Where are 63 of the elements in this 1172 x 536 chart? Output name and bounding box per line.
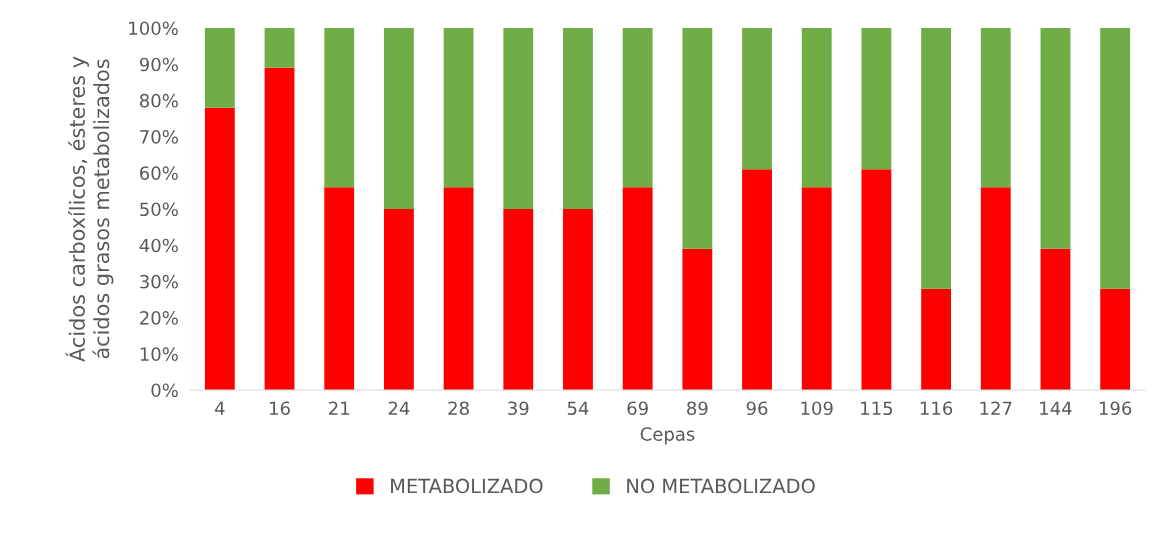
- x-tick-label: 109: [801, 401, 833, 416]
- bar: [622, 28, 653, 188]
- bar: [1040, 248, 1071, 390]
- legend-label: NO METABOLIZADO: [627, 478, 815, 494]
- y-tick-label: 10%: [140, 347, 178, 361]
- bar: [264, 28, 295, 68]
- x-tick-label: 144: [1040, 401, 1072, 415]
- y-tick-label: 20%: [140, 311, 178, 325]
- x-tick-label: 21: [329, 401, 350, 415]
- bar: [801, 187, 832, 390]
- bar: [742, 28, 772, 170]
- bar: [622, 187, 653, 390]
- bar: [503, 209, 534, 390]
- bar: [861, 169, 892, 390]
- bar: [1100, 288, 1131, 390]
- y-tick-label: 50%: [140, 202, 178, 217]
- bar: [980, 28, 1011, 188]
- bar: [921, 28, 952, 289]
- x-axis-title: Cepas: [640, 427, 695, 445]
- bar: [383, 209, 414, 390]
- bar: [264, 67, 295, 390]
- bar: [563, 209, 593, 390]
- bar: [324, 187, 355, 390]
- y-tick-label: 70%: [140, 130, 178, 144]
- bar: [801, 28, 832, 188]
- bar: [921, 288, 952, 390]
- y-tick-label: 80%: [139, 93, 178, 108]
- x-tick-label: 115: [861, 401, 893, 416]
- x-tick-label: 69: [627, 401, 648, 416]
- x-tick-label: 54: [567, 401, 589, 416]
- y-tick-label: 30%: [140, 274, 178, 289]
- x-tick-label: 39: [508, 401, 529, 416]
- bar: [443, 28, 474, 188]
- bar: [861, 28, 892, 170]
- bar: [383, 28, 414, 209]
- x-tick-label: 196: [1099, 401, 1132, 416]
- y-tick-label: 100%: [129, 21, 178, 36]
- x-tick-label: 89: [687, 401, 708, 416]
- bar: [324, 28, 355, 188]
- x-tick-label: 28: [448, 401, 469, 416]
- bar: [443, 187, 474, 390]
- bar: [563, 28, 593, 209]
- y-tick-label: 60%: [140, 166, 178, 180]
- y-tick-label: 40%: [139, 238, 178, 253]
- bar: [682, 248, 713, 390]
- x-tick-label: 96: [746, 401, 768, 416]
- bar: [204, 107, 235, 390]
- x-tick-label: 116: [920, 401, 953, 416]
- x-tick-label: 127: [980, 401, 1012, 415]
- y-axis-title: Ácidos carboxílicos, ésteres y ácidos grasos metabolizados: [65, 56, 114, 362]
- bar: [682, 28, 713, 249]
- x-tick-label: 16: [270, 401, 290, 416]
- bar: [742, 169, 772, 390]
- x-tick-label: 24: [388, 401, 410, 415]
- bar: [980, 187, 1011, 390]
- y-tick-label: 0%: [151, 383, 178, 398]
- bar: [503, 28, 534, 209]
- legend-label: METABOLIZADO: [391, 478, 543, 494]
- y-tick-label: 90%: [139, 57, 178, 72]
- bar: [204, 28, 235, 108]
- bar: [1040, 28, 1071, 249]
- x-tick-label: 4: [214, 401, 225, 415]
- bar: [1100, 28, 1131, 289]
